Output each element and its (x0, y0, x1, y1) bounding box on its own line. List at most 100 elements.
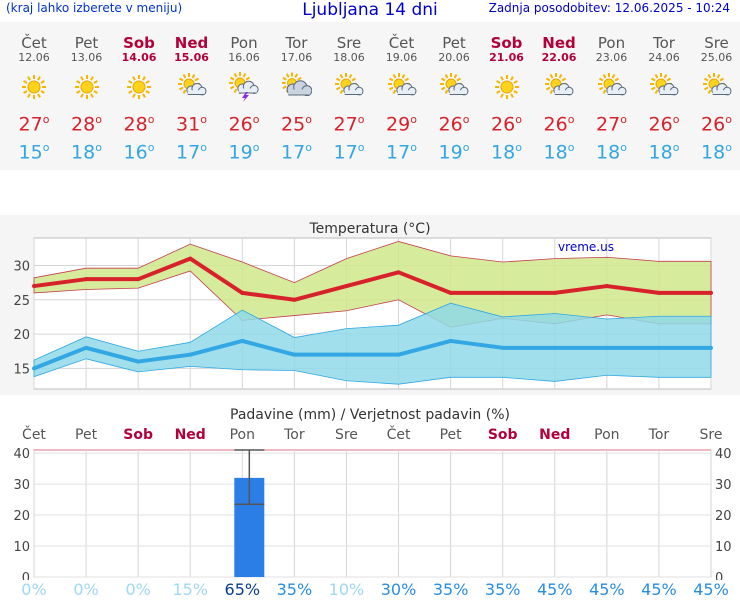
day-name: Pon (597, 34, 626, 52)
precipitation-chart: Padavine (mm) / Verjetnost padavin (%) 0 0… (13, 407, 732, 580)
max-temperature-point (188, 256, 193, 261)
day-date: 22.06 (541, 51, 577, 64)
precipitation-probability: 10% (328, 580, 365, 599)
sun-cloud-icon (702, 72, 732, 102)
max-temperature-point (604, 284, 609, 289)
min-temperature-point (240, 338, 245, 343)
x-tick-label: Pet (75, 427, 98, 443)
min-temperature-point (448, 338, 453, 343)
precipitation-probability: 45% (693, 580, 729, 599)
max-temperature-point (656, 290, 661, 295)
precipitation-probability: 35% (276, 580, 313, 599)
day-name: Sre (704, 34, 729, 52)
sun-cloud-icon (544, 72, 574, 102)
day-column: Sre 18.06 27o 17o (323, 22, 375, 163)
sun-cloud-icon (387, 72, 417, 102)
day-column: Tor 24.06 26o 18o (638, 22, 690, 164)
day-column: Ned 22.06 26o 18o (533, 22, 585, 163)
max-temperature-point (448, 290, 453, 295)
max-temperature-point (292, 297, 297, 302)
sun-icon (72, 72, 102, 102)
min-temperature-point (136, 359, 141, 364)
top-bar: (kraj lahko izberete v meniju) Ljubljana… (0, 0, 740, 22)
y-tick-label-left: 40 (13, 447, 30, 462)
day-date: 21.06 (489, 51, 524, 64)
last-update: Zadnja posodobitev: 12.06.2025 - 10:24 (488, 1, 730, 15)
sun-cloud-icon (649, 72, 679, 102)
day-date: 12.06 (18, 51, 50, 64)
y-tick-label-right: 0 (715, 571, 723, 580)
max-temperature: 26o (543, 113, 575, 136)
max-temperature-point (552, 290, 557, 295)
x-tick-label: Sob (487, 427, 518, 443)
min-temperature-point (552, 345, 557, 350)
precipitation-probability: 65% (224, 580, 261, 599)
day-column: Tor 17.06 25o 17o (271, 22, 323, 163)
daily-forecast: Čet 12.06 27o 15o Pet 13.06 28o 18o Sob 14.06 28o 1… (0, 22, 740, 170)
x-tick-label: Sre (334, 427, 358, 443)
min-temperature: 18o (71, 141, 102, 164)
min-temperature-line (33, 338, 711, 371)
precipitation-probability: 35% (432, 580, 469, 599)
precipitation-day-labels: Čet Pet Sob Ned Pon Tor Sre Čet Pet Sob Ned Pon Tor S… (0, 427, 740, 447)
day-date: 25.06 (700, 51, 733, 64)
min-temperature-point (188, 352, 193, 357)
day-name: Tor (285, 34, 308, 52)
max-temperature-point (84, 277, 89, 282)
day-date: 16.06 (228, 51, 260, 64)
x-tick-label: Tor (284, 427, 305, 443)
day-name: Sob (123, 34, 155, 52)
x-tick-label: Ned (174, 427, 206, 443)
y-tick-label-right: 40 (715, 447, 732, 462)
day-column: Pet 20.06 26o 19o (428, 22, 480, 164)
max-temperature-point (344, 284, 349, 289)
max-temperature: 27o (333, 113, 365, 136)
precipitation-probability: 0% (73, 580, 99, 599)
day-column: Čet 19.06 29o 17o (376, 22, 428, 163)
location-menu-hint[interactable]: (kraj lahko izberete v meniju) (6, 1, 183, 15)
x-tick-label: Pet (439, 427, 462, 443)
max-temperature: 25o (281, 113, 312, 136)
y-tick-label-right: 30 (715, 478, 732, 493)
day-date: 20.06 (438, 51, 470, 64)
max-temperature: 27o (18, 113, 50, 136)
min-temperature-point (396, 352, 401, 357)
max-temperature: 27o (596, 113, 627, 136)
min-temperature: 17o (176, 141, 207, 164)
min-temperature: 16o (123, 141, 155, 164)
min-temperature-point (500, 345, 505, 350)
x-tick-label: Sre (699, 427, 723, 443)
sun-cloud-icon (334, 72, 364, 102)
precipitation-probability: 15% (172, 580, 208, 599)
day-name: Tor (653, 34, 675, 52)
day-date: 18.06 (333, 51, 365, 64)
y-tick-label-right: 20 (715, 509, 732, 524)
day-name: Sob (490, 34, 523, 52)
day-name: Sre (336, 34, 362, 52)
sun-icon (492, 72, 522, 102)
min-temperature: 19o (228, 141, 260, 164)
temperature-chart-title: Temperatura (°C) (308, 221, 430, 237)
min-temp-range-band (33, 302, 712, 385)
y-tick-label: 30 (13, 259, 30, 274)
max-temperature-point (500, 290, 505, 295)
day-date: 13.06 (70, 51, 103, 64)
max-temperature-point (709, 290, 713, 295)
precipitation-probability: 35% (484, 580, 521, 599)
day-date: 15.06 (174, 51, 209, 64)
day-name: Čet (21, 34, 47, 52)
day-date: 19.06 (385, 51, 418, 64)
day-name: Pet (442, 34, 466, 52)
min-temperature-point (656, 345, 661, 350)
y-tick-label-left: 0 (22, 571, 30, 580)
min-temperature: 19o (438, 141, 470, 164)
y-tick-label-left: 10 (13, 540, 30, 555)
page-title: Ljubljana 14 dni (302, 0, 438, 20)
x-tick-label: Pon (594, 427, 620, 443)
precipitation-chart-title: Padavine (mm) / Verjetnost padavin (%) (230, 407, 510, 423)
precipitation-probability: 45% (536, 580, 573, 599)
day-column: Sob 21.06 26o 18o (481, 22, 533, 163)
day-name: Pet (74, 34, 99, 52)
sun-icon (19, 72, 49, 102)
min-temperature: 18o (648, 141, 680, 164)
